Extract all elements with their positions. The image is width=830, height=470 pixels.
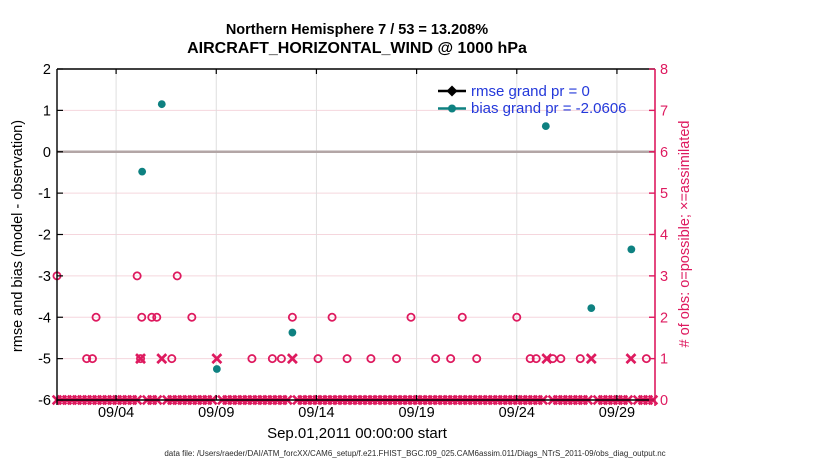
legend-rmse-marker <box>446 85 458 97</box>
right-tick-label: 8 <box>660 62 668 78</box>
possible-obs-marker <box>313 354 323 364</box>
possible-obs-marker <box>512 312 522 322</box>
possible-obs-marker <box>556 354 566 364</box>
assimilated-obs-marker <box>286 353 298 365</box>
right-tick-label: 4 <box>660 228 668 244</box>
possible-obs-marker <box>392 354 402 364</box>
x-axis-label: Sep.01,2011 00:00:00 start <box>267 425 447 442</box>
left-tick-label: 0 <box>43 145 51 161</box>
possible-obs-marker <box>575 354 585 364</box>
possible-obs-marker <box>457 312 467 322</box>
left-tick-label: -5 <box>38 352 51 368</box>
possible-obs-marker <box>82 354 92 364</box>
possible-obs-marker <box>152 312 162 322</box>
right-tick-label: 7 <box>660 103 668 119</box>
possible-obs-marker <box>431 354 441 364</box>
possible-obs-marker <box>91 312 101 322</box>
possible-obs-marker <box>276 354 286 364</box>
possible-obs-marker <box>87 354 97 364</box>
x-tick-label: 09/24 <box>499 405 535 421</box>
possible-obs-marker <box>406 312 416 322</box>
left-tick-label: 1 <box>43 103 51 119</box>
right-tick-label: 5 <box>660 186 668 202</box>
chart-title: Northern Hemisphere 7 / 53 = 13.208% <box>225 22 489 38</box>
possible-obs-marker <box>187 312 197 322</box>
possible-obs-marker <box>172 271 182 281</box>
bias-point <box>138 167 147 176</box>
possible-obs-marker <box>472 354 482 364</box>
bias-point <box>212 365 221 373</box>
bias-point <box>627 245 636 254</box>
right-tick-label: 3 <box>660 269 668 285</box>
right-tick-label: 2 <box>660 310 668 326</box>
right-axis-label: # of obs: o=possible; ×=assimilated <box>677 120 693 348</box>
datafile-note: data file: /Users/raeder/DAI/ATM_forcXX/… <box>164 449 666 458</box>
x-tick-label: 09/14 <box>298 405 334 421</box>
bias-point <box>288 328 297 337</box>
left-tick-label: -2 <box>38 228 51 244</box>
possible-obs-marker <box>136 354 146 364</box>
possible-obs-marker <box>147 312 157 322</box>
possible-obs-marker <box>247 354 257 364</box>
possible-obs-marker <box>267 354 277 364</box>
x-tick-label: 09/04 <box>98 405 134 421</box>
left-tick-label: 2 <box>43 62 51 78</box>
assimilated-obs-marker <box>541 353 553 365</box>
bias-point <box>157 100 166 109</box>
possible-obs-marker <box>137 312 147 322</box>
possible-obs-marker <box>342 354 352 364</box>
right-tick-label: 6 <box>660 145 668 161</box>
x-tick-label: 09/19 <box>398 405 434 421</box>
possible-obs-marker <box>132 271 142 281</box>
chart-subtitle: AIRCRAFT_HORIZONTAL_WIND @ 1000 hPa <box>187 40 527 57</box>
possible-obs-marker <box>327 312 337 322</box>
bias-point <box>541 122 550 130</box>
legend-label-rmse: rmse grand pr = 0 <box>471 83 590 100</box>
legend-label-bias: bias grand pr = -2.0606 <box>471 100 627 117</box>
assimilated-obs-marker <box>211 353 223 365</box>
legend-bias-marker <box>448 104 456 113</box>
assimilated-obs-marker <box>625 353 637 365</box>
right-tick-label: 1 <box>660 352 668 368</box>
left-tick-label: -1 <box>38 186 51 202</box>
left-axis-label: rmse and bias (model - observation) <box>10 119 26 353</box>
left-tick-label: -6 <box>38 393 51 409</box>
x-tick-label: 09/29 <box>599 405 635 421</box>
possible-obs-marker <box>446 354 456 364</box>
left-tick-label: -4 <box>38 310 51 326</box>
right-tick-label: 0 <box>660 393 668 409</box>
possible-obs-marker <box>287 312 297 322</box>
possible-obs-marker <box>366 354 376 364</box>
x-tick-label: 09/09 <box>198 405 234 421</box>
left-tick-label: -3 <box>38 269 51 285</box>
assimilated-obs-marker <box>156 353 168 365</box>
assimilated-obs-marker <box>585 353 597 365</box>
possible-obs-marker <box>531 354 541 364</box>
possible-obs-marker <box>525 354 535 364</box>
possible-obs-marker <box>167 354 177 364</box>
bias-point <box>587 304 596 313</box>
assimilated-obs-marker <box>135 353 146 365</box>
